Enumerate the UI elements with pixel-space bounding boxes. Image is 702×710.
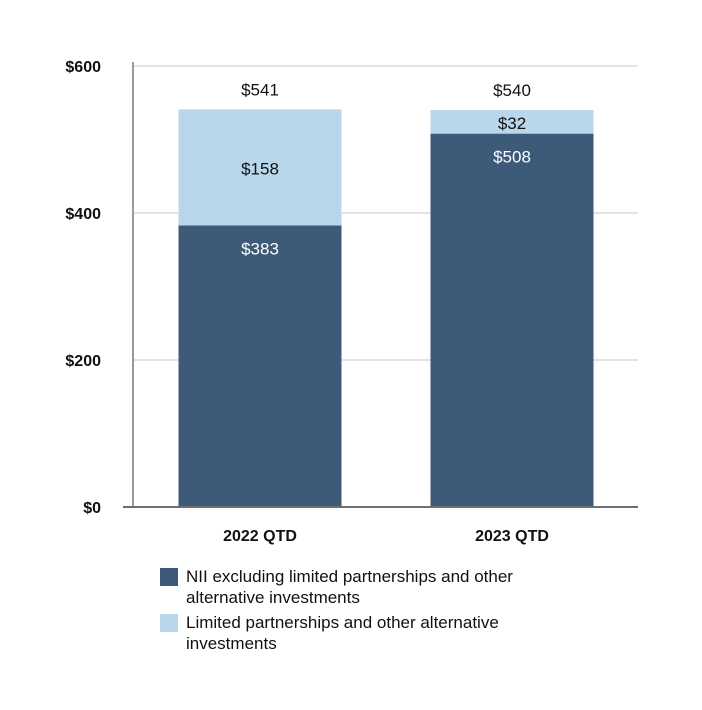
y-tick-label: $600 [65, 59, 101, 76]
legend-item-nii: NII excluding limited partnerships and o… [160, 566, 680, 608]
y-tick-label: $0 [83, 500, 101, 517]
bar-segment [178, 225, 342, 507]
total-label: $541 [241, 80, 279, 99]
x-tick-label: 2023 QTD [475, 528, 549, 545]
legend-swatch-limited-partnerships [160, 614, 178, 632]
legend: NII excluding limited partnerships and o… [160, 566, 680, 658]
legend-swatch-nii [160, 568, 178, 586]
bar-segment [430, 110, 594, 134]
stacked-bar-chart: $0 $200 $400 $600 $383 $158 $541 2022 QTD $508 $3… [65, 59, 638, 545]
data-label: $508 [493, 148, 531, 167]
legend-label-nii: NII excluding limited partnerships and o… [186, 567, 513, 607]
bar-segment [430, 133, 594, 507]
total-label: $540 [493, 81, 531, 100]
data-label: $158 [241, 159, 279, 178]
y-tick-label: $200 [65, 353, 101, 370]
data-label: $383 [241, 239, 279, 258]
legend-label-limited-partnerships: Limited partnerships and other alternati… [186, 613, 499, 653]
y-tick-label: $400 [65, 206, 101, 223]
bar-segment [178, 109, 342, 226]
x-tick-label: 2022 QTD [223, 528, 297, 545]
data-label: $32 [498, 114, 526, 133]
legend-item-limited-partnerships: Limited partnerships and other alternati… [160, 612, 680, 654]
